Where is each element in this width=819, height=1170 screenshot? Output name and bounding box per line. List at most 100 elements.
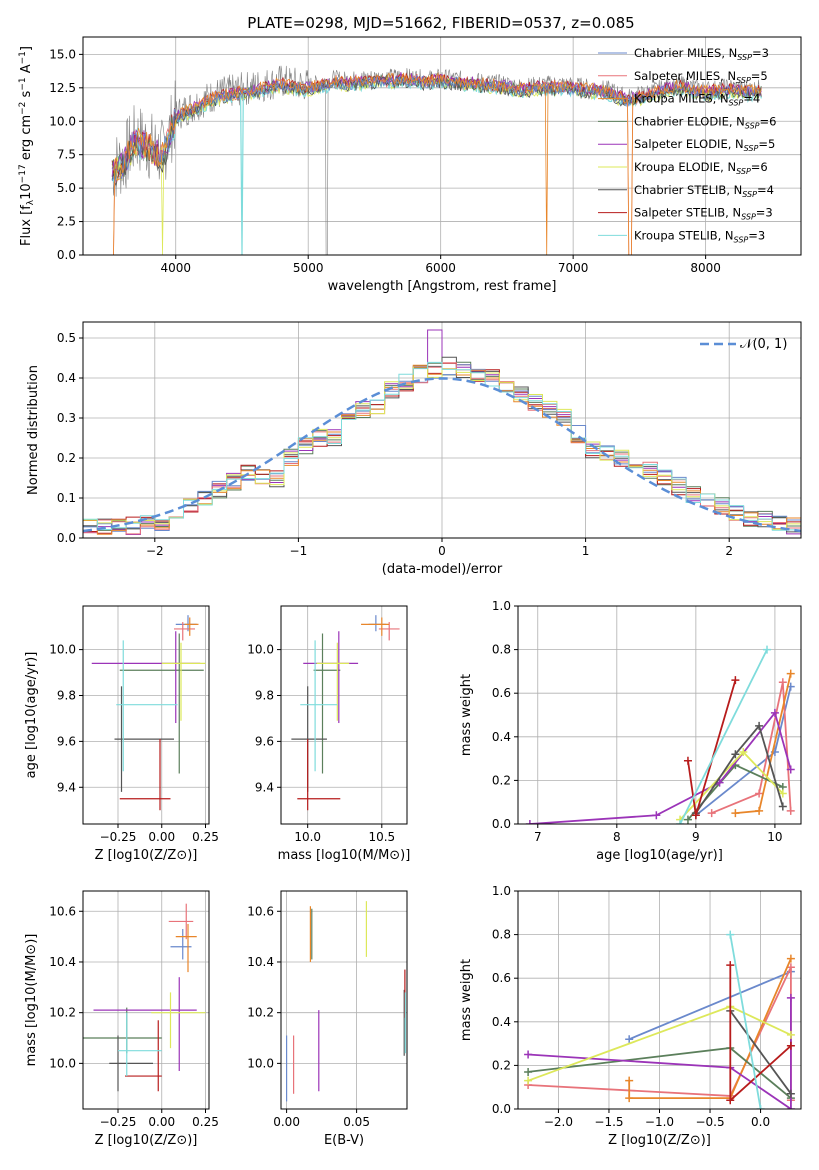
mass-weight-vs-age-point: [770, 708, 779, 717]
age-vs-z-tick-label-y: 9.4: [57, 780, 76, 794]
mass-vs-ebv-xlabel: E(B-V): [324, 1133, 364, 1148]
clip-mass-vs-z-group: [83, 903, 206, 1092]
spectrum-ylabel: Flux [fλ10−17 erg cm−2 s−1 A−1]: [18, 46, 36, 246]
mass-weight-vs-age-tick-label-x: 7: [534, 830, 542, 844]
age-vs-z-tick-label-y: 10.0: [49, 643, 76, 657]
mass-weight-vs-z-xlabel: Z [log10(Z/Z⊙)]: [608, 1133, 711, 1148]
mass-vs-ebv-tick-label-x: 0.05: [343, 1115, 370, 1129]
mass-weight-vs-age-point: [739, 748, 748, 757]
age-vs-mass-xlabel: mass [log10(M/M⊙)]: [278, 848, 411, 863]
mass-weight-vs-z-ylabel: mass weight: [459, 959, 474, 1041]
mass-weight-vs-age-point: [755, 721, 764, 730]
mass-vs-z-tick-label-y: 10.4: [49, 955, 76, 969]
mass-weight-vs-age-point: [763, 645, 772, 654]
mass-weight-vs-z-frame: [517, 890, 802, 1110]
mass-weight-vs-z-series-line: [729, 1010, 792, 1095]
mass-weight-vs-z-point: [524, 1050, 533, 1059]
residuals-tick-label-x: −1: [290, 544, 308, 558]
spectrum-tick-label-x: 6000: [425, 261, 456, 275]
age-vs-mass-tick-label-y: 10.0: [247, 643, 274, 657]
age-vs-z-plot-area: [83, 606, 209, 824]
mass-weight-vs-z-tick-label-x: −2.0: [544, 1115, 573, 1129]
residuals-tick-label-y: 0.3: [57, 411, 76, 425]
mass-weight-vs-age-point: [676, 820, 685, 824]
mass-weight-vs-age-tick-label-y: 1.0: [492, 599, 511, 613]
mass-weight-vs-z-point: [786, 1030, 795, 1039]
residuals-tick-label-y: 0.0: [57, 531, 76, 545]
spectrum-tick-label-y: 12.5: [49, 81, 76, 95]
mass-weight-vs-age-tick-label-y: 0.2: [492, 773, 511, 787]
mass-weight-vs-z-point: [625, 1076, 634, 1085]
clip-age-vs-mass-group: [291, 615, 400, 811]
residuals-tick-label-x: −2: [146, 544, 164, 558]
figure-title: PLATE=0298, MJD=51662, FIBERID=0537, z=0…: [247, 14, 634, 32]
age-vs-mass-tick-label-x: 10.0: [294, 830, 321, 844]
residuals-xlabel: (data-model)/error: [382, 562, 503, 577]
mass-weight-vs-age-series-line: [679, 649, 768, 824]
mass-weight-vs-age-frame: [517, 605, 802, 825]
mass-vs-z-tick-label-x: 0.25: [192, 1115, 219, 1129]
mass-weight-vs-age-point: [778, 802, 787, 811]
mass-vs-ebv-tick-label-y: 10.0: [247, 1056, 274, 1070]
mass-weight-vs-age-plot-area: [518, 606, 801, 824]
age-vs-z-ylabel: age [log10(age/yr)]: [24, 652, 39, 779]
mass-weight-vs-age-point: [786, 669, 795, 678]
residual-histogram: [83, 361, 801, 538]
mass-weight-vs-z-tick-label-x: −1.5: [594, 1115, 623, 1129]
age-vs-z-axes: [79, 606, 209, 828]
age-vs-mass-tick-label-y: 9.8: [255, 688, 274, 702]
residuals-tick-label-x: 1: [582, 544, 590, 558]
spectrum-tick-label-x: 5000: [293, 261, 324, 275]
spectrum-tick-label-y: 0.0: [57, 248, 76, 262]
clip-mass-weight-vs-age-group: [525, 645, 795, 824]
mass-weight-vs-age-point: [707, 809, 716, 818]
mass-weight-vs-z-point: [786, 1105, 795, 1109]
clip-age-vs-z-group: [91, 615, 206, 811]
residuals-ylabel: Normed distribution: [26, 365, 41, 495]
spectrum-xlabel: wavelength [Angstrom, rest frame]: [328, 279, 557, 294]
mass-weight-vs-z-point: [726, 1096, 735, 1105]
mass-weight-vs-age-point: [731, 750, 740, 759]
mass-vs-ebv-tick-label-y: 10.4: [247, 955, 274, 969]
mass-weight-vs-age-point: [786, 765, 795, 774]
mass-vs-z-ylabel: mass [log10(M/M⊙)]: [24, 934, 39, 1067]
mass-weight-vs-age-point: [683, 815, 692, 824]
mass-vs-z-frame: [82, 890, 210, 1110]
mass-vs-ebv-frame: [280, 890, 408, 1110]
clip-mass-vs-ebv-group: [286, 901, 406, 1102]
age-vs-z-tick-label-x: 0.25: [192, 830, 219, 844]
spectrum-tick-label-y: 5.0: [57, 181, 76, 195]
age-vs-z-frame: [82, 605, 210, 825]
mass-weight-vs-z-point: [625, 1035, 634, 1044]
residuals-tick-label-x: 0: [438, 544, 446, 558]
spectrum-model-line: [112, 71, 762, 255]
mass-weight-vs-z-tick-label-y: 0.4: [492, 1015, 511, 1029]
mass-weight-vs-age-series-line: [695, 724, 784, 814]
mass-weight-vs-age-tick-label-x: 8: [613, 830, 621, 844]
legend-label: Salpeter STELIB, NSSP=3: [634, 206, 773, 222]
mass-weight-vs-age-tick-label-y: 0.4: [492, 730, 511, 744]
normal-legend-label: 𝒩(0, 1): [740, 337, 787, 352]
mass-weight-vs-z-tick-label-y: 0.6: [492, 971, 511, 985]
mass-weight-vs-age-tick-label-y: 0.6: [492, 686, 511, 700]
age-vs-z-tick-label-x: −0.25: [100, 830, 137, 844]
residuals-axes: [79, 322, 801, 542]
mass-weight-vs-age-point: [683, 756, 692, 765]
mass-weight-vs-age-point: [731, 809, 740, 818]
legend-label: Kroupa STELIB, NSSP=3: [634, 228, 765, 244]
mass-weight-vs-z-point: [726, 930, 735, 939]
residuals-tick-label-y: 0.2: [57, 451, 76, 465]
legend-label: Chabrier STELIB, NSSP=4: [634, 183, 774, 199]
mass-weight-vs-age-point: [755, 806, 764, 815]
mass-weight-vs-age-point: [525, 820, 534, 824]
mass-weight-vs-age-ylabel: mass weight: [459, 674, 474, 756]
legend-label: Salpeter MILES, NSSP=5: [634, 69, 768, 85]
mass-weight-vs-age-tick-label-y: 0.0: [492, 817, 511, 831]
mass-weight-vs-z-point: [786, 993, 795, 1002]
normal-curve: [83, 377, 801, 533]
spectrum-tick-label-x: 4000: [160, 261, 191, 275]
mass-weight-vs-z-axes: [514, 890, 801, 1113]
residuals-tick-label-y: 0.5: [57, 331, 76, 345]
mass-vs-ebv-axes: [277, 891, 407, 1113]
